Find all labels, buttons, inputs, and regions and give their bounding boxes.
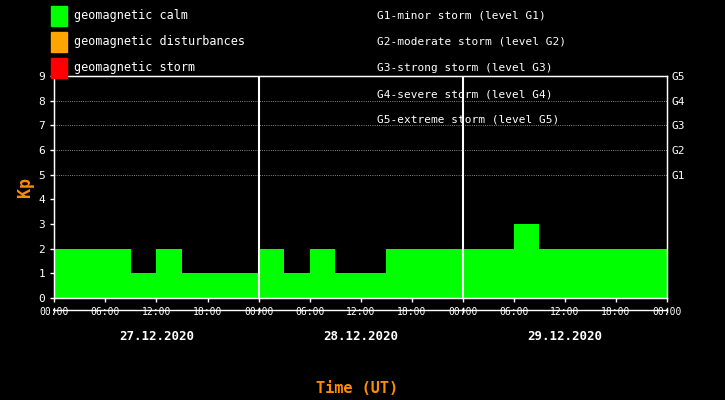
Text: geomagnetic storm: geomagnetic storm	[74, 62, 195, 74]
Text: G4-severe storm (level G4): G4-severe storm (level G4)	[377, 89, 552, 99]
Bar	[590, 249, 616, 298]
Bar	[463, 249, 489, 298]
Bar	[80, 249, 105, 298]
Bar	[54, 249, 80, 298]
Bar	[131, 273, 157, 298]
Bar	[565, 249, 590, 298]
Text: G5-extreme storm (level G5): G5-extreme storm (level G5)	[377, 115, 559, 125]
Text: G1-minor storm (level G1): G1-minor storm (level G1)	[377, 11, 546, 21]
Bar	[182, 273, 207, 298]
Bar	[233, 273, 259, 298]
Text: 28.12.2020: 28.12.2020	[323, 330, 398, 343]
Text: G2-moderate storm (level G2): G2-moderate storm (level G2)	[377, 37, 566, 47]
Bar	[386, 249, 412, 298]
Bar	[259, 249, 284, 298]
Text: 27.12.2020: 27.12.2020	[119, 330, 194, 343]
Y-axis label: Kp: Kp	[17, 177, 34, 197]
Bar	[284, 273, 310, 298]
Bar	[310, 249, 335, 298]
Bar	[105, 249, 131, 298]
Bar	[412, 249, 437, 298]
Bar	[360, 273, 386, 298]
Text: geomagnetic calm: geomagnetic calm	[74, 10, 188, 22]
Text: 29.12.2020: 29.12.2020	[527, 330, 602, 343]
Bar	[514, 224, 539, 298]
Bar	[539, 249, 565, 298]
Bar	[489, 249, 514, 298]
Bar	[157, 249, 182, 298]
Text: Time (UT): Time (UT)	[316, 381, 399, 396]
Text: G3-strong storm (level G3): G3-strong storm (level G3)	[377, 63, 552, 73]
Text: geomagnetic disturbances: geomagnetic disturbances	[74, 36, 245, 48]
Bar	[642, 249, 667, 298]
Bar	[207, 273, 233, 298]
Bar	[437, 249, 463, 298]
Bar	[335, 273, 360, 298]
Bar	[616, 249, 642, 298]
